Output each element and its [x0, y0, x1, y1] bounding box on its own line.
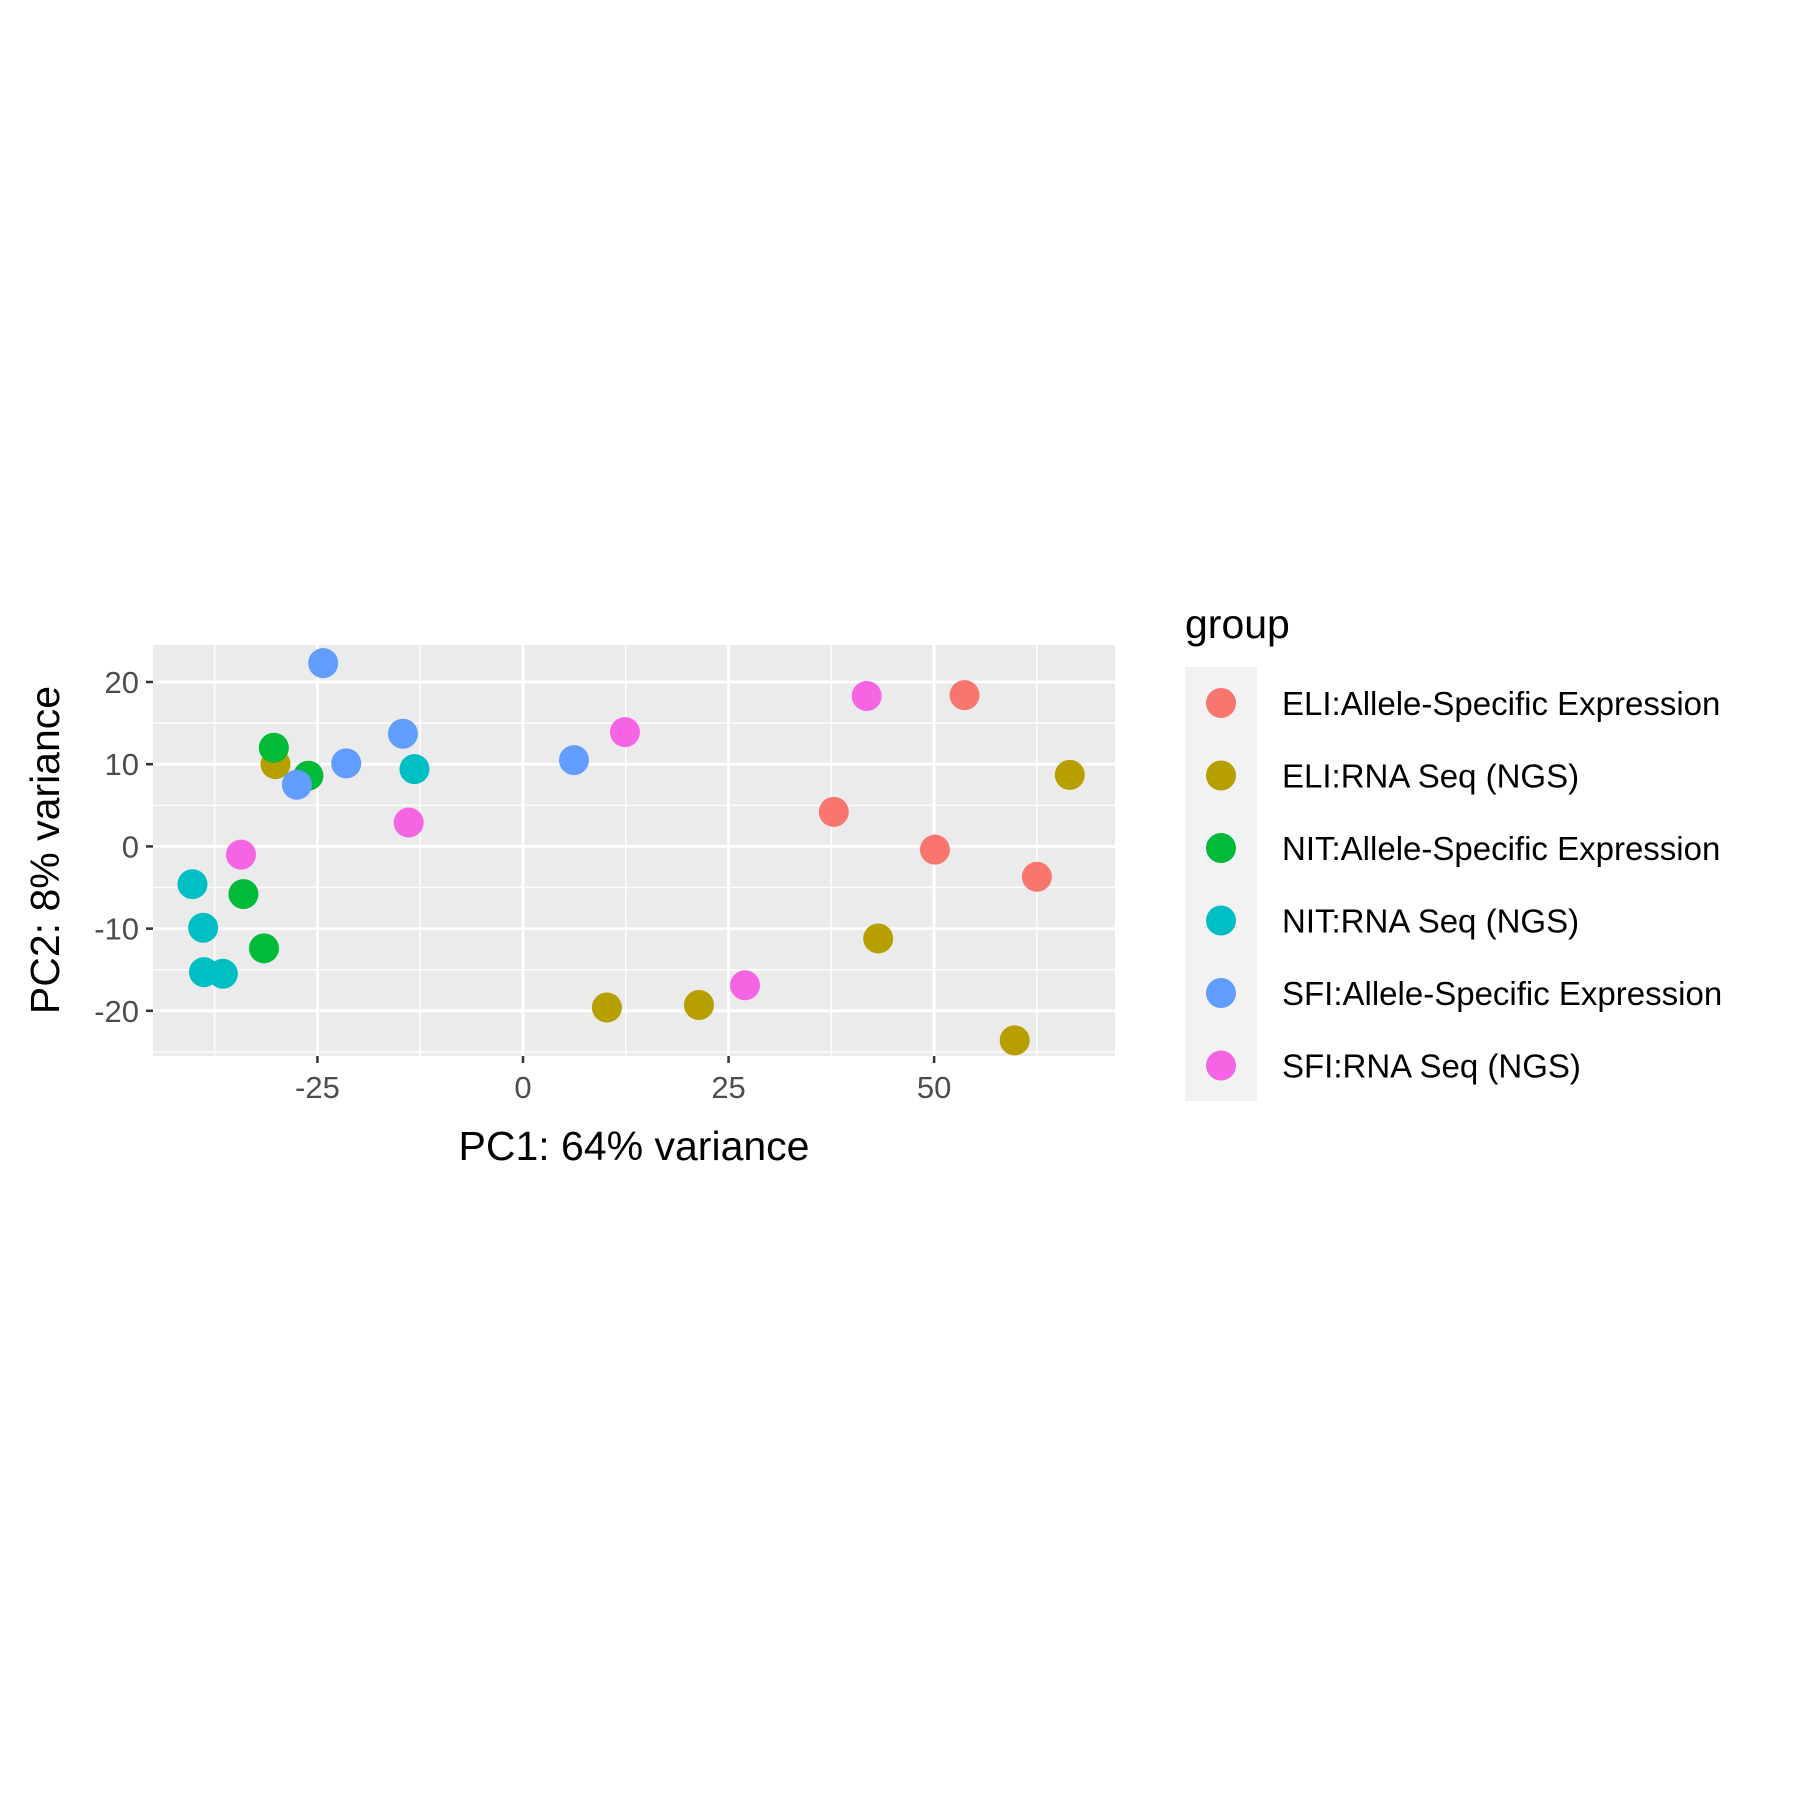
axis-ticks: -25 0 25 50 -20 -10 0 10 20	[94, 665, 951, 1105]
legend-label: ELI:Allele-Specific Expression	[1282, 685, 1720, 722]
y-tick-label: 0	[122, 829, 139, 864]
x-tick-label: 0	[514, 1070, 531, 1105]
data-point	[1021, 861, 1052, 892]
legend-key	[1206, 978, 1236, 1008]
legend-label: ELI:RNA Seq (NGS)	[1282, 758, 1579, 795]
legend-key	[1206, 905, 1236, 936]
data-point	[249, 933, 279, 964]
data-point	[591, 992, 622, 1023]
data-point	[228, 879, 259, 910]
legend-key	[1206, 688, 1236, 718]
legend-key	[1206, 1050, 1236, 1081]
legend-label: NIT:RNA Seq (NGS)	[1282, 903, 1579, 940]
data-point	[818, 796, 849, 827]
data-point	[730, 970, 760, 1001]
data-points	[177, 648, 1085, 1056]
legend-items: ELI:Allele-Specific Expression ELI:RNA Se…	[1206, 685, 1722, 1085]
data-point	[919, 834, 950, 865]
legend-label: NIT:Allele-Specific Expression	[1282, 830, 1720, 867]
legend-key	[1206, 833, 1236, 863]
legend-key	[1206, 760, 1236, 791]
x-tick-label: 50	[917, 1070, 951, 1105]
data-point	[188, 912, 219, 943]
data-point	[399, 754, 430, 785]
data-point	[331, 748, 362, 779]
data-point	[949, 680, 980, 711]
data-point	[863, 923, 894, 954]
data-point	[1054, 759, 1085, 790]
legend-label: SFI:RNA Seq (NGS)	[1282, 1048, 1581, 1085]
data-point	[609, 717, 640, 748]
data-point	[281, 769, 312, 800]
data-point	[225, 839, 256, 870]
data-point	[207, 958, 238, 989]
data-point	[387, 718, 418, 749]
y-tick-label: 10	[105, 747, 139, 782]
data-point	[999, 1025, 1030, 1056]
y-tick-label: -20	[94, 994, 139, 1029]
legend-label: SFI:Allele-Specific Expression	[1282, 975, 1722, 1012]
data-point	[177, 869, 208, 900]
x-tick-label: 25	[711, 1070, 745, 1105]
data-point	[258, 732, 289, 763]
data-point	[683, 990, 714, 1021]
y-tick-label: -10	[94, 912, 139, 947]
legend: group ELI:Allele-Specific ExpressionELI:…	[1185, 601, 1722, 1101]
y-tick-label: 20	[105, 665, 139, 700]
x-tick-label: -25	[295, 1070, 340, 1105]
data-point	[851, 680, 882, 711]
legend-title: group	[1185, 601, 1290, 647]
legend-key-background	[1185, 667, 1257, 1101]
data-point	[558, 745, 589, 776]
plot-panel	[153, 645, 1115, 1056]
data-point	[308, 648, 339, 679]
y-axis-title: PC2: 8% variance	[22, 686, 68, 1014]
data-point	[393, 807, 424, 838]
x-axis-title: PC1: 64% variance	[459, 1123, 810, 1169]
